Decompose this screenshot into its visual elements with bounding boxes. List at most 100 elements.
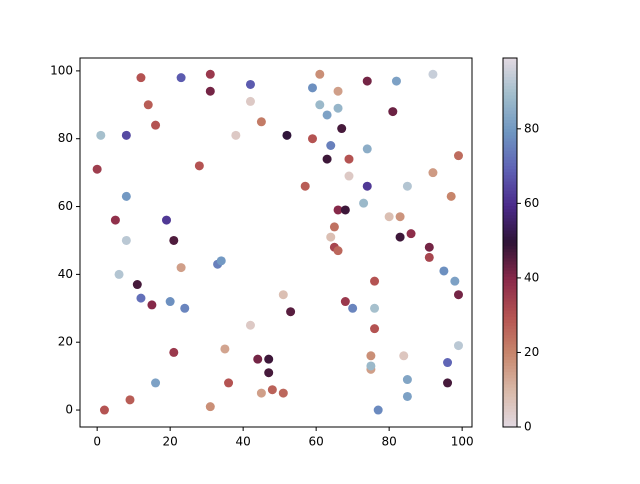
colorbar-segment: [503, 405, 517, 410]
colorbar-segment: [503, 165, 517, 170]
point: [147, 300, 157, 310]
colorbar-segment: [503, 196, 517, 200]
colorbar-segment: [503, 94, 517, 99]
colorbar-segment: [503, 347, 517, 351]
colorbar-segment: [503, 141, 517, 145]
colorbar-segment: [503, 211, 517, 216]
point: [220, 344, 230, 354]
colorbar-segment: [503, 331, 517, 336]
colorbar-segment: [503, 159, 517, 164]
point: [329, 222, 339, 232]
colorbar-segment: [503, 171, 517, 176]
colorbar-segment: [503, 325, 517, 330]
y-tick-label: 80: [58, 131, 73, 145]
point: [428, 69, 438, 79]
colorbar-segment: [503, 134, 517, 139]
point: [180, 303, 190, 313]
point: [169, 235, 179, 245]
colorbar-segment: [503, 417, 517, 422]
colorbar-segment: [503, 97, 517, 102]
colorbar-segment: [503, 288, 517, 293]
colorbar-segment: [503, 294, 517, 299]
point: [151, 120, 161, 130]
point: [307, 134, 317, 144]
point: [439, 266, 449, 276]
point: [176, 73, 186, 83]
point: [92, 164, 102, 174]
colorbar-segment: [503, 125, 517, 130]
point: [373, 405, 383, 415]
point: [278, 388, 288, 398]
y-tick-label: 60: [58, 199, 73, 213]
point: [340, 205, 350, 215]
point: [370, 276, 380, 286]
colorbar-segment: [503, 251, 517, 256]
colorbar-segment: [503, 337, 517, 342]
point: [362, 181, 372, 191]
point: [406, 229, 416, 239]
point: [326, 141, 336, 151]
x-tick-label: 20: [163, 435, 178, 449]
colorbar-segment: [503, 380, 517, 385]
point: [315, 100, 325, 110]
point: [450, 276, 460, 286]
colorbar-frame: [502, 57, 518, 428]
point: [121, 235, 131, 245]
colorbar-segment: [503, 371, 517, 376]
point: [231, 130, 241, 140]
point: [362, 144, 372, 154]
point: [194, 161, 204, 171]
colorbar-segment: [503, 230, 517, 234]
y-tick-label: 40: [58, 267, 73, 281]
point: [110, 215, 120, 225]
x-tick-label: 100: [451, 435, 474, 449]
colorbar-segment: [503, 202, 517, 207]
colorbar-segment: [503, 122, 517, 127]
point: [245, 320, 255, 330]
colorbar-segment: [503, 273, 517, 277]
colorbar-segment: [503, 313, 517, 317]
point: [453, 151, 463, 161]
colorbar-segment: [503, 85, 517, 90]
colorbar-segment: [503, 402, 517, 406]
point: [384, 212, 394, 222]
colorbar-segment: [503, 340, 517, 345]
point: [453, 290, 463, 300]
colorbar-segment: [503, 156, 517, 160]
colorbar-segment: [503, 220, 517, 225]
colorbar-segment: [503, 316, 517, 320]
point: [370, 303, 380, 313]
plot-frame: [79, 57, 473, 428]
colorbar-segment: [503, 187, 517, 191]
point: [136, 293, 146, 303]
colorbar-segment: [503, 236, 517, 240]
colorbar-segment: [503, 377, 517, 382]
colorbar-segment: [503, 73, 517, 77]
colorbar-segment: [503, 257, 517, 262]
point: [322, 110, 332, 120]
colorbar-segment: [503, 227, 517, 231]
y-tick-label: 100: [50, 63, 73, 77]
point: [99, 405, 109, 415]
point: [443, 378, 453, 388]
colorbar-segment: [503, 279, 517, 283]
point: [443, 358, 453, 368]
point: [224, 378, 234, 388]
point: [256, 117, 266, 127]
point: [322, 154, 332, 164]
colorbar-segment: [503, 217, 517, 222]
colorbar-segment: [503, 328, 517, 333]
colorbar-segment: [503, 304, 517, 308]
point: [424, 252, 434, 262]
point: [428, 168, 438, 178]
colorbar-segment: [503, 110, 517, 114]
point: [395, 212, 405, 222]
colorbar-segment: [503, 353, 517, 357]
point: [315, 69, 325, 79]
x-tick-label: 60: [309, 435, 324, 449]
x-tick-label: 80: [382, 435, 397, 449]
y-tick-label: 20: [58, 335, 73, 349]
colorbar-segment: [503, 420, 517, 425]
colorbar-segment: [503, 91, 517, 96]
